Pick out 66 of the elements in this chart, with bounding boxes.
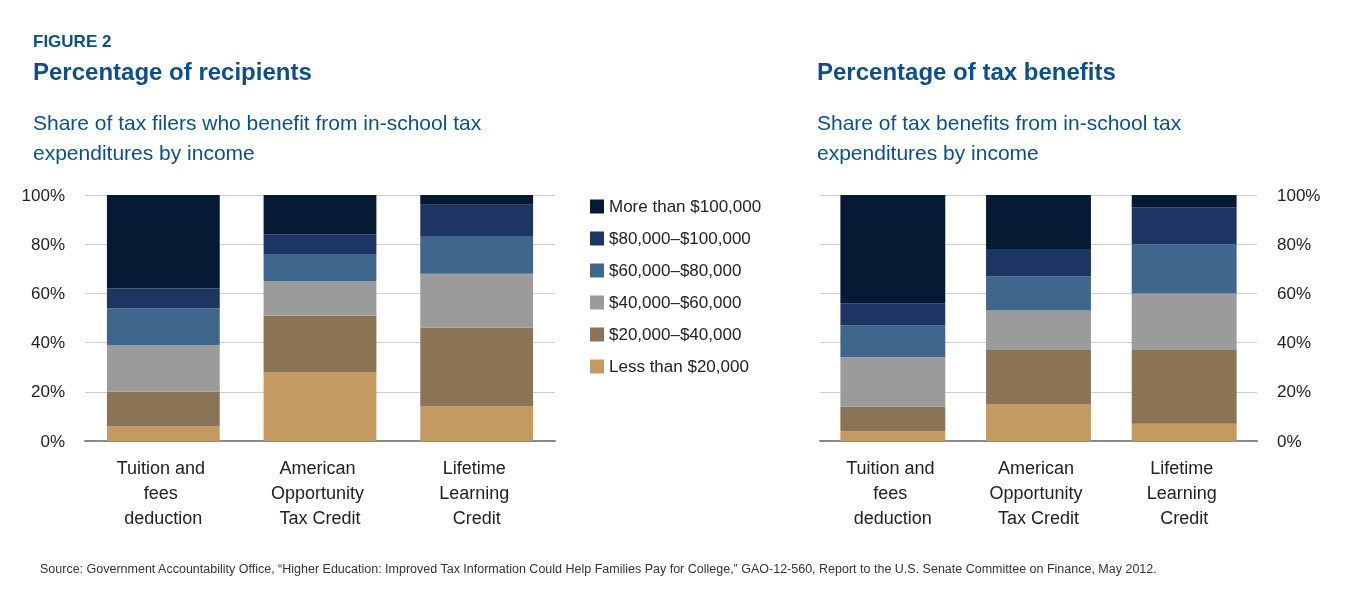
bar bbox=[840, 325, 946, 358]
y-tick-label: 20% bbox=[30, 382, 65, 402]
bar bbox=[840, 406, 946, 432]
y-tick-label: 100% bbox=[1277, 185, 1321, 205]
bar bbox=[420, 327, 534, 407]
bar bbox=[986, 195, 1091, 250]
bar bbox=[106, 195, 220, 289]
bar bbox=[986, 249, 1091, 277]
chart-subtitle: Share of tax filers who benefit from in-school tax expenditures by income bbox=[33, 110, 483, 166]
x-tick-label: Lifetime Learning Credit bbox=[439, 457, 515, 528]
y-tick-label: 0% bbox=[1277, 431, 1302, 451]
bar bbox=[1131, 207, 1237, 245]
x-tick-label: American Opportunity Tax Credit bbox=[270, 457, 370, 528]
x-tick-label: Lifetime Learning Credit bbox=[1146, 457, 1222, 528]
bar bbox=[263, 281, 377, 316]
bar bbox=[1131, 244, 1237, 294]
bar bbox=[1131, 423, 1237, 441]
legend-label: Less than $20,000 bbox=[609, 357, 749, 376]
bar bbox=[106, 426, 220, 441]
bar bbox=[986, 404, 1091, 441]
legend-label: $60,000–$80,000 bbox=[609, 261, 742, 280]
x-tick-label: Tuition and fees deduction bbox=[116, 457, 211, 528]
caption: FIGURE 2 bbox=[33, 32, 112, 52]
bar bbox=[840, 431, 946, 441]
x-tick-label: Tuition and fees deduction bbox=[846, 457, 940, 528]
bar bbox=[263, 234, 377, 255]
bar bbox=[840, 195, 946, 304]
bar bbox=[106, 345, 220, 392]
bar bbox=[106, 391, 220, 427]
y-tick-label: 80% bbox=[1277, 234, 1312, 254]
bar bbox=[986, 310, 1091, 350]
legend-label: $40,000–$60,000 bbox=[609, 293, 742, 312]
y-tick-label: 0% bbox=[40, 431, 65, 451]
bar bbox=[986, 276, 1091, 311]
y-tick-label: 20% bbox=[1277, 382, 1312, 402]
y-tick-label: 40% bbox=[1277, 333, 1312, 353]
bar bbox=[106, 308, 220, 346]
legend-label: More than $100,000 bbox=[609, 197, 762, 216]
chart-subtitle: Share of tax benefits from in-school tax expenditures by income bbox=[817, 110, 1183, 166]
bar bbox=[986, 349, 1091, 405]
legend-label: $20,000–$40,000 bbox=[609, 325, 742, 344]
bar bbox=[840, 303, 946, 326]
y-tick-label: 40% bbox=[30, 333, 65, 353]
bar bbox=[263, 195, 377, 235]
legend-label: $80,000–$100,000 bbox=[609, 229, 751, 248]
bar bbox=[106, 288, 220, 309]
bar bbox=[420, 195, 534, 205]
bar bbox=[420, 273, 534, 328]
y-tick-label: 80% bbox=[30, 234, 65, 254]
bar bbox=[420, 204, 534, 237]
bar bbox=[263, 315, 377, 373]
source-note: Source: Government Accountability Office, “Higher Education: Improved Tax Information Could Help Families Pay for College,” GAO-12-560, Report to the U.S. Senate Committee on Finance, May 2012. bbox=[40, 562, 1157, 576]
bar bbox=[840, 357, 946, 407]
bar bbox=[420, 236, 534, 274]
bar bbox=[263, 372, 377, 441]
bar bbox=[420, 406, 534, 441]
bar bbox=[1131, 349, 1237, 424]
chart-title: Percentage of recipients bbox=[33, 58, 312, 86]
y-tick-label: 60% bbox=[30, 283, 65, 303]
y-tick-label: 100% bbox=[21, 185, 65, 205]
y-tick-label: 60% bbox=[1277, 283, 1312, 303]
bar bbox=[263, 254, 377, 282]
x-tick-label: American Opportunity Tax Credit bbox=[989, 457, 1088, 528]
bar bbox=[1131, 293, 1237, 350]
bar bbox=[1131, 195, 1237, 208]
chart-title: Percentage of tax benefits bbox=[817, 58, 1116, 86]
